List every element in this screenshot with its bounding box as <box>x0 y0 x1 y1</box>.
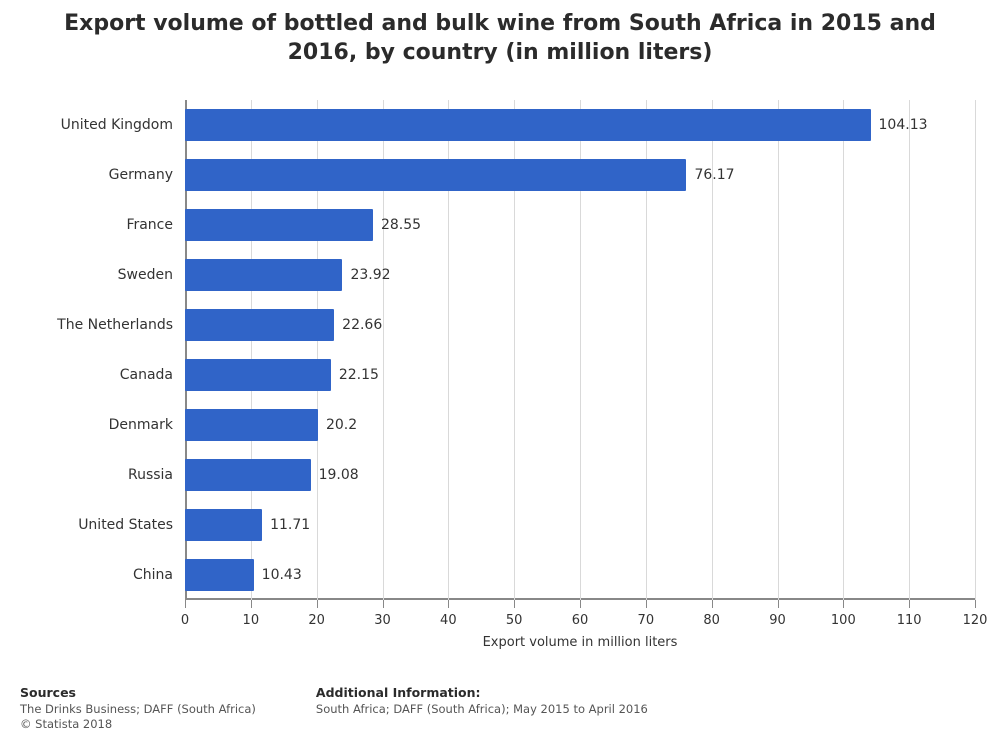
x-tick <box>580 600 581 608</box>
bar-row: The Netherlands22.66 <box>185 300 975 350</box>
category-label: Denmark <box>3 417 173 433</box>
x-axis-title: Export volume in million liters <box>185 635 975 650</box>
info-heading: Additional Information: <box>316 685 648 700</box>
bar: 10.43 <box>185 559 254 591</box>
chart-container: Export volume in million liters 0 10 20 30 4… <box>0 90 1000 650</box>
category-label: China <box>3 567 173 583</box>
x-tick-label: 90 <box>769 613 786 628</box>
x-tick-label: 40 <box>440 613 457 628</box>
category-label: United Kingdom <box>3 117 173 133</box>
bar: 28.55 <box>185 209 373 241</box>
bar-row: Canada22.15 <box>185 350 975 400</box>
sources-line-1: The Drinks Business; DAFF (South Africa) <box>20 702 256 718</box>
title-line-1: Export volume of bottled and bulk wine f… <box>64 11 936 36</box>
x-tick <box>251 600 252 608</box>
plot-area: Export volume in million liters 01020304… <box>185 100 975 600</box>
chart-title: Export volume of bottled and bulk wine f… <box>0 0 1000 67</box>
x-tick-label: 100 <box>831 613 856 628</box>
bar-value-label: 10.43 <box>262 567 302 583</box>
x-tick-label: 120 <box>963 613 988 628</box>
x-tick <box>317 600 318 608</box>
x-tick <box>843 600 844 608</box>
bar: 23.92 <box>185 259 342 291</box>
bar-value-label: 20.2 <box>326 417 357 433</box>
chart-footer: Sources The Drinks Business; DAFF (South… <box>20 685 980 733</box>
bar-row: United Kingdom104.13 <box>185 100 975 150</box>
bar-value-label: 23.92 <box>350 267 390 283</box>
bar-row: China10.43 <box>185 550 975 600</box>
x-tick-label: 70 <box>638 613 655 628</box>
bar-row: Germany76.17 <box>185 150 975 200</box>
x-tick-label: 0 <box>181 613 189 628</box>
bar-value-label: 19.08 <box>319 467 359 483</box>
bar-value-label: 22.15 <box>339 367 379 383</box>
bar: 76.17 <box>185 159 686 191</box>
bar: 19.08 <box>185 459 311 491</box>
bar: 104.13 <box>185 109 871 141</box>
x-tick <box>448 600 449 608</box>
x-tick <box>514 600 515 608</box>
bar-value-label: 22.66 <box>342 317 382 333</box>
bar: 22.66 <box>185 309 334 341</box>
bar-row: United States11.71 <box>185 500 975 550</box>
chart-page: Export volume of bottled and bulk wine f… <box>0 0 1000 743</box>
sources-line-2: © Statista 2018 <box>20 717 256 733</box>
bar: 20.2 <box>185 409 318 441</box>
bar-row: Russia19.08 <box>185 450 975 500</box>
title-line-2: 2016, by country (in million liters) <box>288 40 713 65</box>
x-tick-label: 20 <box>308 613 325 628</box>
category-label: Germany <box>3 167 173 183</box>
x-tick-label: 110 <box>897 613 922 628</box>
bar: 11.71 <box>185 509 262 541</box>
x-tick-label: 10 <box>243 613 260 628</box>
x-tick <box>909 600 910 608</box>
info-line-1: South Africa; DAFF (South Africa); May 2… <box>316 702 648 718</box>
category-label: Canada <box>3 367 173 383</box>
category-label: Russia <box>3 467 173 483</box>
bar-row: France28.55 <box>185 200 975 250</box>
x-tick <box>383 600 384 608</box>
category-label: Sweden <box>3 267 173 283</box>
x-tick <box>975 600 976 608</box>
bar-value-label: 28.55 <box>381 217 421 233</box>
additional-info-block: Additional Information: South Africa; DA… <box>316 685 648 733</box>
x-tick-label: 80 <box>703 613 720 628</box>
x-tick <box>646 600 647 608</box>
x-tick <box>712 600 713 608</box>
x-tick-label: 30 <box>374 613 391 628</box>
bar-value-label: 76.17 <box>694 167 734 183</box>
bar: 22.15 <box>185 359 331 391</box>
category-label: The Netherlands <box>3 317 173 333</box>
x-tick-label: 50 <box>506 613 523 628</box>
sources-block: Sources The Drinks Business; DAFF (South… <box>20 685 256 733</box>
bar-value-label: 11.71 <box>270 517 310 533</box>
bar-row: Sweden23.92 <box>185 250 975 300</box>
sources-heading: Sources <box>20 685 256 700</box>
category-label: France <box>3 217 173 233</box>
bar-row: Denmark20.2 <box>185 400 975 450</box>
x-tick <box>185 600 186 608</box>
grid-line <box>975 100 976 600</box>
bar-value-label: 104.13 <box>879 117 928 133</box>
x-tick <box>778 600 779 608</box>
x-tick-label: 60 <box>572 613 589 628</box>
category-label: United States <box>3 517 173 533</box>
